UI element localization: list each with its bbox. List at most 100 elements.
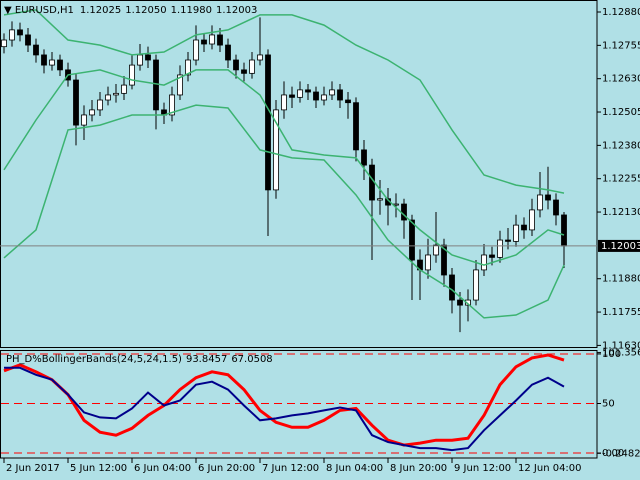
- band-line: [3, 69, 565, 266]
- candle-body: [193, 39, 199, 61]
- candle-body: [105, 94, 111, 101]
- candle-body: [545, 194, 551, 201]
- y-tick-label: 1.12505: [602, 107, 640, 118]
- current-price-box: [598, 239, 640, 252]
- x-tick-label: 9 Jun 12:00: [454, 463, 511, 474]
- candle-body: [521, 224, 527, 231]
- candle-body: [241, 69, 247, 74]
- candle-body: [353, 102, 359, 151]
- x-tick-label: 6 Jun 20:00: [198, 463, 255, 474]
- candle-body: [225, 44, 231, 61]
- candle-body: [505, 239, 511, 242]
- candle-body: [89, 109, 95, 116]
- candle-body: [217, 34, 223, 46]
- candle-body: [281, 94, 287, 111]
- candle-body: [305, 89, 311, 93]
- candle-body: [329, 89, 335, 96]
- candle-body: [473, 269, 479, 301]
- candle-body: [401, 203, 407, 221]
- candle-body: [49, 59, 55, 66]
- indicator-header: PH_D%BollingerBands(24,5,24,1.5) 93.8457 6…: [6, 354, 273, 365]
- x-tick-label: 8 Jun 04:00: [326, 463, 383, 474]
- candle-body: [529, 209, 535, 231]
- candle-body: [177, 74, 183, 96]
- candle-body: [377, 198, 383, 201]
- y-tick-label: 1.11630: [602, 340, 640, 351]
- y-tick-label: 1.12255: [602, 174, 640, 185]
- y-tick-label: 1.12380: [602, 140, 640, 151]
- candle-body: [537, 194, 543, 211]
- y-tick-label: 100: [602, 349, 621, 360]
- indicator-value: 93.8457: [186, 354, 227, 365]
- marks: 1.12880 1.12755 1.12630 1.12505 1.12380 1.122…: [0, 7, 640, 474]
- candle-body: [81, 114, 87, 126]
- candle-body: [9, 29, 15, 41]
- symbol: EURUSD,H1: [15, 5, 74, 16]
- y-tick-label: 1.11880: [602, 274, 640, 285]
- candle-body: [289, 94, 295, 98]
- candle-body: [433, 244, 439, 256]
- chart-header: ▼ EURUSD,H1 1.12025 1.12050 1.11980 1.12003: [4, 5, 257, 16]
- x-tick-label: 2 Jun 2017: [6, 463, 60, 474]
- y-tick-label: 101.3567: [602, 348, 640, 359]
- indicator-value: 67.0508: [231, 354, 272, 365]
- y-tick-label: 1.12630: [602, 74, 640, 85]
- candle-body: [425, 254, 431, 271]
- candle-body: [41, 54, 47, 66]
- y-tick-label: 50: [602, 399, 615, 410]
- candle-body: [25, 34, 31, 46]
- candle-body: [249, 59, 255, 74]
- candle-body: [449, 274, 455, 301]
- candle-body: [121, 84, 127, 94]
- candle-body: [561, 214, 567, 247]
- candle-body: [201, 39, 207, 45]
- candle-body: [457, 299, 463, 306]
- candle-body: [441, 244, 447, 276]
- candle-body: [57, 59, 63, 71]
- candle-body: [257, 54, 263, 61]
- header-open: 1.12025: [80, 5, 121, 16]
- candle-body: [209, 34, 215, 45]
- band-line: [3, 9, 565, 194]
- candle-body: [97, 99, 103, 111]
- main-frame: [0, 0, 598, 348]
- candle-body: [33, 44, 39, 56]
- y-tick-label: 1.12880: [602, 7, 640, 18]
- y-tick-label: -0.2482: [602, 448, 640, 459]
- indicator-frame: [0, 350, 598, 459]
- candle-body: [17, 29, 23, 36]
- current-price-label: 1.12003: [601, 241, 640, 252]
- candle-body: [233, 59, 239, 71]
- header-close: 1.12003: [216, 5, 257, 16]
- y-tick-label: 1.12755: [602, 40, 640, 51]
- candle-body: [145, 54, 151, 61]
- x-tick-label: 8 Jun 20:00: [390, 463, 447, 474]
- candle-body: [345, 99, 351, 104]
- x-tick-label: 7 Jun 12:00: [262, 463, 319, 474]
- header-low: 1.11980: [171, 5, 212, 16]
- candle-body: [337, 89, 343, 101]
- y-tick-label: 1.12130: [602, 207, 640, 218]
- menu-triangle: ▼: [4, 5, 15, 16]
- candle-body: [73, 79, 79, 126]
- candle-body: [137, 54, 143, 66]
- candle-body: [265, 54, 271, 191]
- candle-body: [185, 59, 191, 76]
- candle-body: [489, 254, 495, 258]
- candle-body: [1, 39, 7, 48]
- candle-body: [129, 64, 135, 86]
- x-tick-label: 5 Jun 12:00: [70, 463, 127, 474]
- candle-body: [313, 91, 319, 101]
- candle-body: [321, 94, 327, 101]
- candle-body: [273, 109, 279, 191]
- candle-body: [513, 224, 519, 242]
- candle-body: [153, 59, 159, 111]
- x-tick-label: 6 Jun 04:00: [134, 463, 191, 474]
- candle-body: [297, 89, 303, 98]
- candle-body: [113, 92, 119, 96]
- candle-body: [497, 239, 503, 258]
- indicator-title: PH_D%BollingerBands(24,5,24,1.5): [6, 354, 182, 365]
- candle-body: [409, 219, 415, 261]
